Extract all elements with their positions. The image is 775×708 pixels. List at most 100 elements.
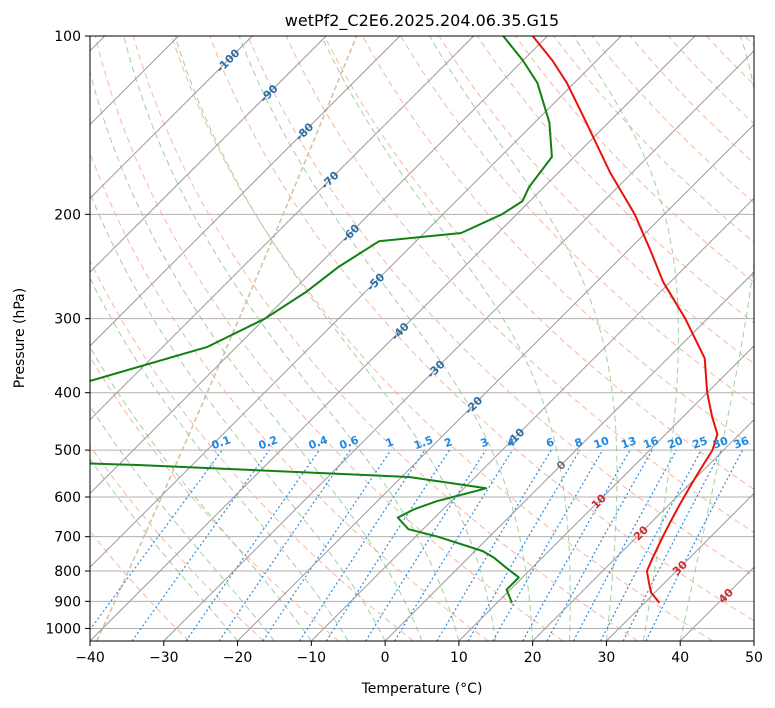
dry-adiabat bbox=[209, 36, 754, 622]
mixing-ratio-label: 4 bbox=[505, 435, 517, 450]
x-tick-label: 30 bbox=[598, 650, 616, 666]
plot-frame bbox=[89, 35, 755, 642]
dry-adiabat bbox=[94, 36, 564, 641]
mixing-ratio-line bbox=[572, 449, 677, 641]
moist-adiabat bbox=[429, 36, 618, 641]
mixing-ratio-line bbox=[299, 449, 426, 641]
dry-adiabat bbox=[515, 36, 754, 284]
mixing-ratio-line bbox=[325, 449, 451, 641]
dry-adiabat bbox=[323, 36, 754, 490]
moist-adiabat bbox=[90, 458, 238, 641]
mixing-ratio-label: 3 bbox=[479, 435, 491, 450]
moist-adiabat bbox=[174, 36, 497, 641]
isotherm-line bbox=[163, 50, 754, 641]
moist-adiabat bbox=[573, 36, 679, 641]
dry-adiabats bbox=[90, 36, 754, 641]
mixing-ratio-label: 25 bbox=[691, 434, 710, 451]
moist-adiabat bbox=[90, 70, 423, 641]
mixing-ratio-label: 0.4 bbox=[307, 433, 330, 452]
y-tick-label: 300 bbox=[54, 312, 81, 328]
x-tick-label: 40 bbox=[671, 650, 689, 666]
mixing-ratio-line bbox=[492, 449, 604, 641]
isotherms bbox=[90, 36, 754, 641]
mixing-ratio-label: 0.1 bbox=[210, 433, 233, 452]
isotherm-line bbox=[532, 418, 754, 641]
y-tick-label: 1000 bbox=[45, 621, 81, 637]
mixing-ratio-line bbox=[185, 449, 320, 641]
x-tick-label: 20 bbox=[524, 650, 542, 666]
x-tick-label: 10 bbox=[450, 650, 468, 666]
x-axis-title: Temperature (°C) bbox=[361, 681, 483, 697]
x-tick-label: −20 bbox=[223, 650, 253, 666]
moist-adiabat bbox=[123, 36, 460, 641]
y-axis-title: Pressure (hPa) bbox=[12, 288, 28, 388]
mixing-ratio-line bbox=[522, 449, 631, 641]
dry-adiabat bbox=[553, 36, 754, 244]
isotherm-line bbox=[90, 36, 622, 568]
mixing-ratio-line bbox=[365, 449, 487, 641]
x-axis-ticks: −40 −30 −20 −10 0 10 20 30 40 50 bbox=[75, 641, 763, 666]
mixing-ratio-line bbox=[262, 449, 392, 641]
dry-adiabat bbox=[400, 36, 754, 406]
mixing-ratio-label: 0.2 bbox=[257, 433, 280, 452]
mixing-ratio-label: 6 bbox=[544, 435, 556, 450]
mixing-ratio-label: 16 bbox=[642, 434, 661, 452]
dry-adiabat bbox=[629, 36, 754, 164]
plot-area bbox=[90, 36, 754, 641]
y-tick-label: 500 bbox=[54, 443, 81, 459]
thermal-reference-curve bbox=[96, 36, 358, 641]
mixing-ratio-label: 1 bbox=[384, 435, 396, 450]
mixing-ratio-label: 1.5 bbox=[412, 433, 435, 452]
mixing-ratio-label: 10 bbox=[592, 434, 611, 452]
moist-adiabat bbox=[90, 191, 386, 641]
moist-adiabat bbox=[679, 36, 754, 641]
y-tick-label: 700 bbox=[54, 530, 81, 546]
isotherm-line bbox=[90, 36, 401, 347]
isotherm-line bbox=[458, 345, 754, 641]
mixing-ratio-label: 2 bbox=[442, 435, 454, 450]
mixing-ratio-label: 20 bbox=[666, 434, 685, 452]
y-axis-ticks: 100 200 300 400 500 600 700 800 900 1000 bbox=[45, 29, 90, 637]
isotherm-line bbox=[310, 197, 754, 641]
mixing-ratio-line bbox=[90, 449, 223, 631]
y-tick-label: 800 bbox=[54, 564, 81, 580]
mixing-ratio-line bbox=[467, 449, 581, 641]
mixing-ratio-label: 36 bbox=[732, 434, 751, 452]
y-tick-label: 600 bbox=[54, 490, 81, 506]
chart-title: wetPf2_C2E6.2025.204.06.35.G15 bbox=[285, 11, 559, 31]
mixing-ratio-label: 30 bbox=[711, 434, 730, 452]
mixing-ratio-label: 0.6 bbox=[338, 433, 361, 452]
isotherm-line bbox=[90, 36, 548, 495]
mixing-ratio-label: 13 bbox=[619, 434, 638, 451]
y-tick-label: 200 bbox=[54, 207, 81, 223]
moist-adiabat bbox=[238, 36, 534, 641]
isotherm-line bbox=[606, 492, 754, 641]
x-tick-label: 0 bbox=[381, 650, 390, 666]
dewpoint-line bbox=[90, 36, 553, 604]
isotherm-line bbox=[237, 123, 754, 641]
x-tick-label: 50 bbox=[745, 650, 763, 666]
isotherm-line bbox=[384, 271, 754, 641]
dry-adiabat bbox=[90, 445, 265, 641]
isotherm-line bbox=[90, 36, 327, 273]
mixing-ratio-line bbox=[131, 449, 270, 641]
x-tick-label: −10 bbox=[297, 650, 327, 666]
isotherm-line bbox=[90, 36, 253, 200]
temperature-line bbox=[531, 36, 719, 604]
dry-adiabat bbox=[438, 36, 754, 365]
x-tick-label: −30 bbox=[149, 650, 179, 666]
mixing-ratio-label: 8 bbox=[573, 435, 585, 450]
y-tick-label: 100 bbox=[54, 29, 81, 45]
x-tick-label: −40 bbox=[75, 650, 105, 666]
sounding-profiles bbox=[90, 36, 719, 604]
dry-adiabat bbox=[132, 36, 639, 641]
dry-adiabat bbox=[90, 259, 414, 641]
y-tick-label: 400 bbox=[54, 386, 81, 402]
y-tick-label: 900 bbox=[54, 594, 81, 610]
moist-adiabat bbox=[320, 36, 571, 641]
moist-adiabat bbox=[90, 405, 275, 641]
moist-adiabat bbox=[90, 277, 349, 641]
isotherm-line bbox=[90, 36, 475, 421]
mixing-ratio-line bbox=[394, 449, 513, 641]
